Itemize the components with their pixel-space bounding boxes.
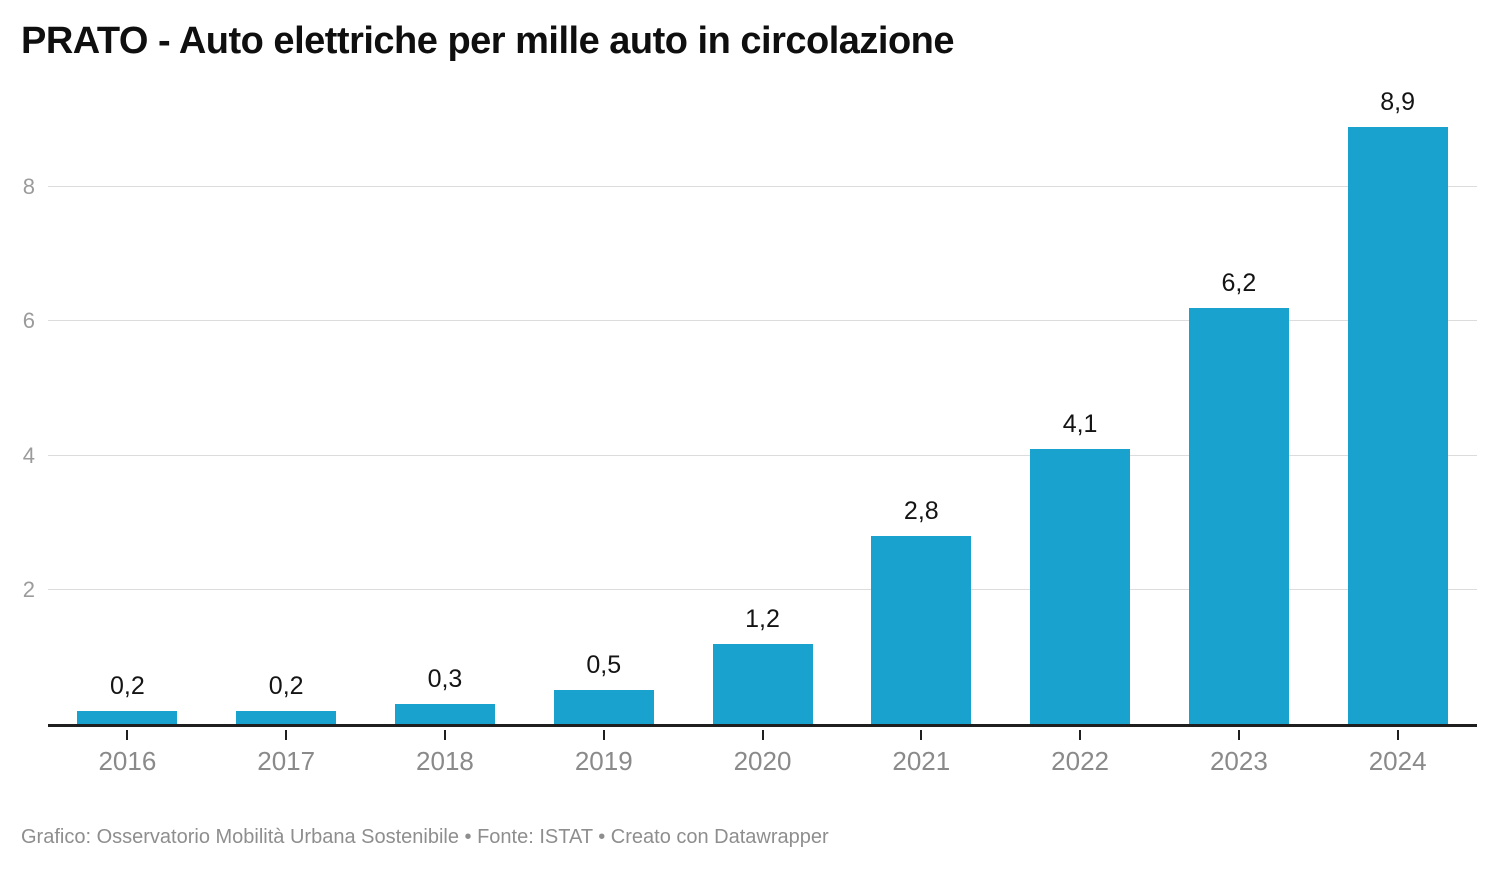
bar-column: 1,2 bbox=[683, 90, 842, 724]
bar-value-label: 2,8 bbox=[903, 497, 939, 526]
x-axis-tick bbox=[1237, 730, 1240, 740]
x-axis-category-label: 2021 bbox=[892, 746, 951, 776]
bar-column: 0,5 bbox=[524, 90, 683, 724]
bar-value-label: 0,3 bbox=[427, 664, 463, 693]
plot-area: 2 4 6 8 0,2 0,2 0,3 0,5 1,2 2,8 4,1 6,2 8,9 bbox=[23, 87, 1477, 727]
bar-value-label: 8,9 bbox=[1380, 87, 1416, 116]
y-axis-tick-label: 4 bbox=[22, 442, 35, 468]
bar bbox=[553, 690, 654, 724]
x-axis-cell: 2018 bbox=[366, 730, 525, 782]
x-axis-cell: 2019 bbox=[524, 730, 683, 782]
bar-column: 0,3 bbox=[366, 90, 525, 724]
bar-column: 0,2 bbox=[207, 90, 366, 724]
bar bbox=[1030, 448, 1131, 724]
bar-value-label: 0,5 bbox=[586, 651, 622, 680]
source-attribution: Grafico: Osservatorio Mobilità Urbana So… bbox=[21, 826, 829, 848]
x-axis-cell: 2021 bbox=[842, 730, 1001, 782]
bar-value-label: 1,2 bbox=[745, 604, 780, 633]
x-axis-tick bbox=[1396, 730, 1399, 740]
bar bbox=[77, 710, 178, 724]
bar-column: 6,2 bbox=[1159, 90, 1318, 724]
gridline bbox=[48, 186, 1477, 188]
bar-column: 0,2 bbox=[48, 90, 207, 724]
x-axis-tick bbox=[1079, 730, 1082, 740]
bar bbox=[1347, 126, 1448, 724]
x-axis-tick bbox=[920, 730, 923, 740]
x-axis-tick bbox=[602, 730, 605, 740]
bar-value-label: 0,2 bbox=[110, 671, 145, 700]
bar bbox=[871, 536, 972, 724]
x-axis-cell: 2022 bbox=[1001, 730, 1160, 782]
bar-column: 2,8 bbox=[842, 90, 1001, 724]
gridline bbox=[48, 588, 1477, 590]
x-axis-cell: 2016 bbox=[48, 730, 207, 782]
y-axis-tick-label: 8 bbox=[22, 174, 35, 200]
bars-layer: 0,2 0,2 0,3 0,5 1,2 2,8 4,1 6,2 8,9 bbox=[48, 87, 1477, 724]
bar bbox=[394, 703, 495, 724]
x-axis-tick bbox=[761, 730, 764, 740]
y-axis-tick-label: 6 bbox=[22, 308, 35, 334]
gridline bbox=[48, 454, 1477, 456]
chart-title: PRATO - Auto elettriche per mille auto i… bbox=[21, 20, 955, 62]
bar-column: 4,1 bbox=[1001, 90, 1160, 724]
x-axis-tick bbox=[126, 730, 129, 740]
x-axis-cell: 2023 bbox=[1159, 730, 1318, 782]
bar-column: 8,9 bbox=[1318, 87, 1477, 724]
x-axis-cell: 2017 bbox=[207, 730, 366, 782]
x-axis-category-label: 2022 bbox=[1051, 746, 1109, 776]
x-axis: 2016 2017 2018 2019 2020 2021 2022 2023 2024 bbox=[48, 730, 1477, 782]
gridline bbox=[48, 320, 1477, 322]
bar bbox=[236, 710, 337, 724]
bar bbox=[1188, 308, 1289, 724]
bar-value-label: 6,2 bbox=[1221, 269, 1257, 298]
x-axis-tick bbox=[285, 730, 288, 740]
x-axis-category-label: 2016 bbox=[98, 746, 157, 776]
bar-value-label: 4,1 bbox=[1062, 409, 1098, 438]
bar-value-label: 0,2 bbox=[268, 671, 304, 700]
bar bbox=[712, 643, 813, 724]
x-axis-cell: 2024 bbox=[1318, 730, 1477, 782]
x-axis-category-label: 2017 bbox=[257, 746, 316, 776]
x-axis-tick bbox=[443, 730, 446, 740]
y-axis-tick-label: 2 bbox=[22, 576, 35, 602]
x-axis-category-label: 2020 bbox=[733, 746, 792, 776]
x-axis-category-label: 2019 bbox=[574, 746, 633, 776]
x-axis-category-label: 2023 bbox=[1209, 746, 1268, 776]
x-axis-cell: 2020 bbox=[683, 730, 842, 782]
x-axis-category-label: 2018 bbox=[416, 746, 474, 776]
x-axis-category-label: 2024 bbox=[1368, 746, 1427, 776]
